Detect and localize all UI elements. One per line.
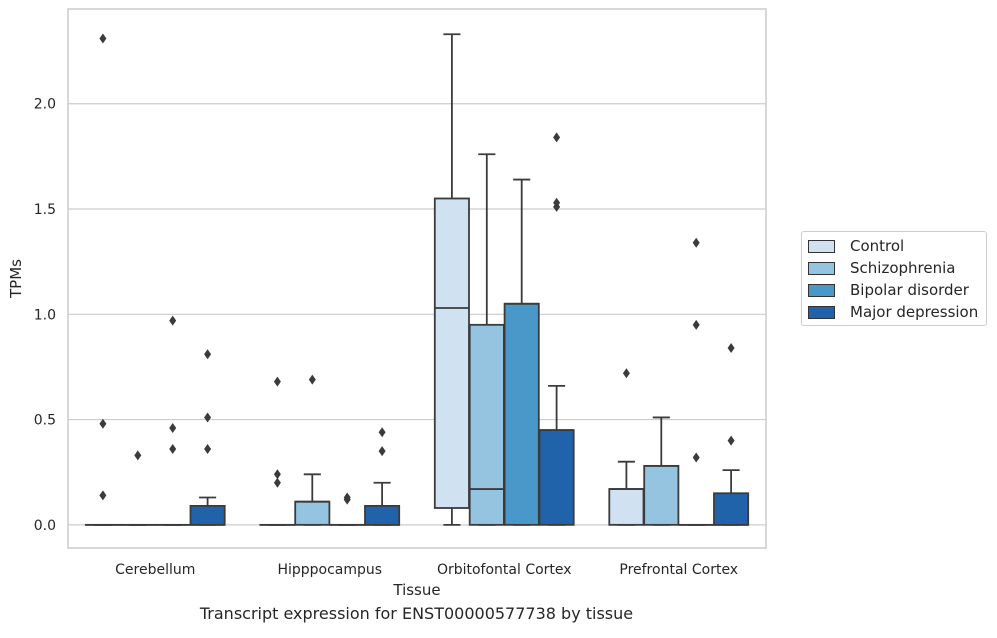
legend-label: Schizophrenia (850, 259, 955, 277)
box-body (470, 325, 504, 525)
legend-item: Control (808, 236, 904, 256)
x-tick-label: Orbitofontal Cortex (437, 562, 572, 578)
x-tick-label: Cerebellum (115, 562, 195, 578)
box-body (365, 506, 399, 525)
box-body (190, 506, 224, 525)
y-tick-label: 0.5 (34, 413, 56, 429)
x-tick-label: Hipppocampus (277, 562, 382, 578)
legend-label: Bipolar disorder (850, 281, 969, 299)
x-tick-label: Prefrontal Cortex (619, 562, 738, 578)
y-tick-label: 1.5 (34, 202, 56, 218)
legend: Control Schizophrenia Bipolar disorder M… (801, 231, 987, 326)
box-body (714, 493, 748, 525)
box-body (644, 466, 678, 525)
legend-swatch (808, 284, 835, 297)
y-tick-label: 1.0 (34, 307, 56, 323)
x-axis-label: Tissue (392, 581, 440, 599)
figure-caption: Transcript expression for ENST0000057773… (0, 604, 833, 623)
legend-swatch (808, 262, 835, 275)
legend-item: Schizophrenia (808, 258, 955, 278)
y-axis-label: TPMs (7, 259, 25, 299)
y-tick-label: 2.0 (34, 97, 56, 113)
legend-item: Major depression (808, 302, 978, 322)
y-tick-label: 0.0 (34, 518, 56, 534)
box-body (505, 304, 539, 525)
legend-swatch (808, 240, 835, 253)
legend-item: Bipolar disorder (808, 280, 969, 300)
box-body (539, 430, 573, 525)
box-body (435, 198, 469, 508)
legend-swatch (808, 306, 835, 319)
legend-label: Control (850, 237, 904, 255)
box-body (609, 489, 643, 525)
box-body (295, 502, 329, 525)
legend-label: Major depression (850, 303, 978, 321)
